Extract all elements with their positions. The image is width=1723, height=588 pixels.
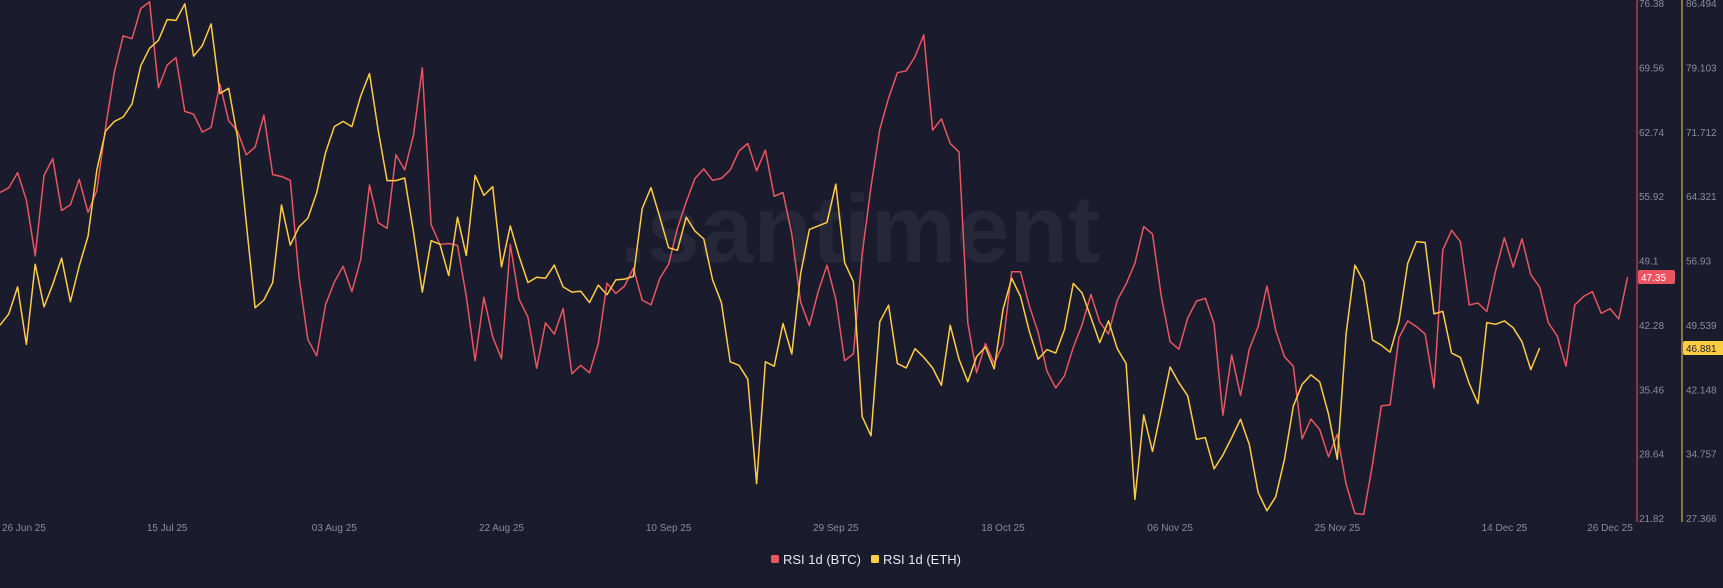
eth-last-value-badge: [1683, 341, 1723, 356]
x-tick-label: 06 Nov 25: [1147, 523, 1193, 534]
x-tick-label: 18 Oct 25: [981, 523, 1025, 534]
eth-y-tick-label: 86.494: [1686, 0, 1717, 10]
btc-y-tick-label: 76.38: [1639, 0, 1664, 10]
btc-rsi-line: [0, 1, 1629, 516]
btc-y-tick-label: 49.1: [1639, 257, 1659, 268]
legend: RSI 1d (BTC) RSI 1d (ETH): [771, 552, 961, 567]
eth-last-value-label: 46.881: [1686, 344, 1717, 355]
legend-label-eth: RSI 1d (ETH): [883, 552, 961, 567]
eth-rsi-line: [0, 3, 1541, 512]
eth-y-tick-label: 34.757: [1686, 450, 1717, 461]
axes-layer: 76.38 69.56 62.74 55.92 49.1 42.28 35.46 28.64 2…: [2, 0, 1723, 534]
eth-y-tick-label: 64.321: [1686, 192, 1717, 203]
legend-swatch-eth: [871, 555, 879, 563]
x-tick-label: 15 Jul 25: [147, 523, 188, 534]
btc-y-tick-label: 62.74: [1639, 128, 1664, 139]
btc-y-tick-label: 55.92: [1639, 192, 1664, 203]
btc-y-tick-label: 35.46: [1639, 385, 1664, 396]
x-tick-label: 22 Aug 25: [479, 523, 524, 534]
btc-y-tick-label: 42.28: [1639, 321, 1664, 332]
eth-y-tick-label: 71.712: [1686, 128, 1717, 139]
legend-label-btc: RSI 1d (BTC): [783, 552, 861, 567]
series-layer: [0, 1, 1629, 516]
btc-y-tick-label: 21.82: [1639, 514, 1664, 525]
x-tick-label: 25 Nov 25: [1314, 523, 1360, 534]
x-tick-label: 10 Sep 25: [646, 523, 692, 534]
x-tick-label: 26 Dec 25: [1587, 523, 1633, 534]
eth-y-tick-label: 56.93: [1686, 257, 1711, 268]
btc-y-tick-label: 69.56: [1639, 63, 1664, 74]
btc-last-value-label: 47.35: [1641, 273, 1666, 284]
x-tick-label: 26 Jun 25: [2, 523, 46, 534]
btc-last-value-badge: [1638, 270, 1675, 285]
eth-y-tick-label: 42.148: [1686, 385, 1717, 396]
eth-y-tick-label: 49.539: [1686, 321, 1717, 332]
btc-y-tick-label: 28.64: [1639, 450, 1664, 461]
watermark-text: .santiment: [620, 176, 1100, 283]
x-tick-label: 14 Dec 25: [1482, 523, 1528, 534]
eth-y-tick-label: 27.366: [1686, 514, 1717, 525]
x-tick-label: 03 Aug 25: [312, 523, 357, 534]
legend-swatch-btc: [771, 555, 779, 563]
eth-y-tick-label: 79.103: [1686, 63, 1717, 74]
x-tick-label: 29 Sep 25: [813, 523, 859, 534]
